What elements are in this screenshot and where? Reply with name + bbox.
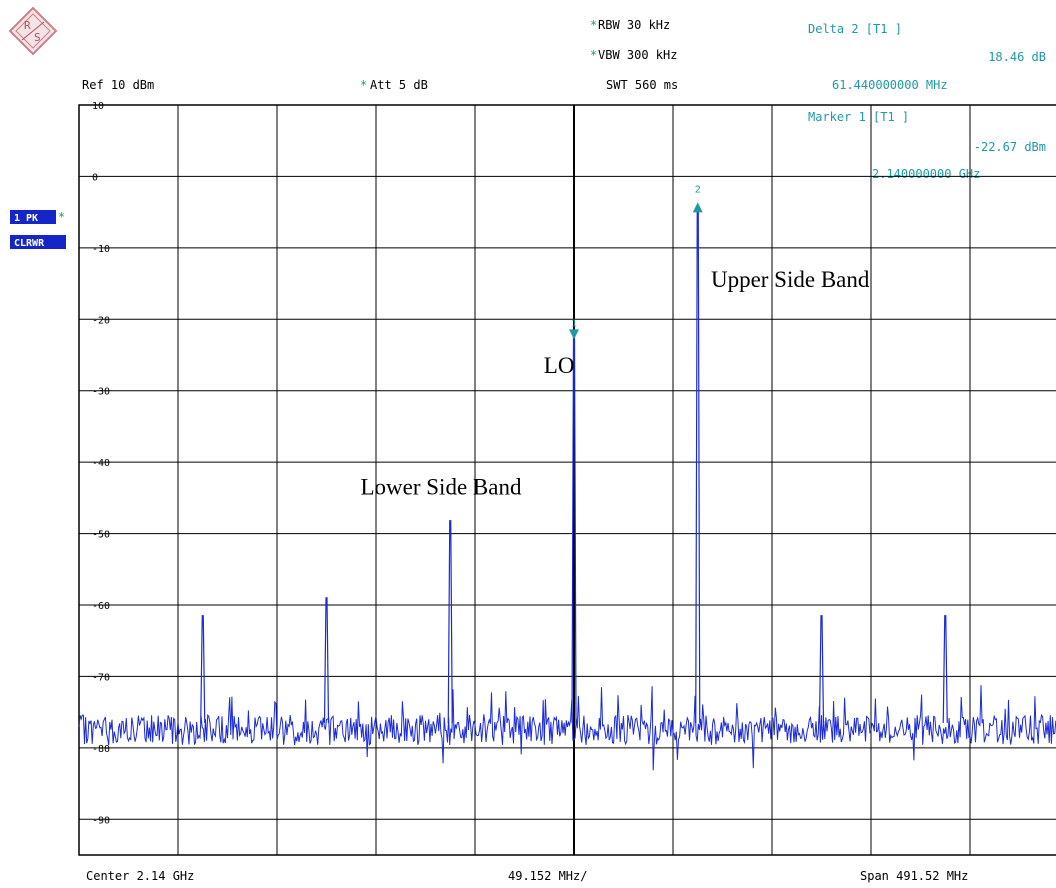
- rbw-star: *: [590, 18, 597, 32]
- annotation: Upper Side Band: [711, 267, 870, 292]
- y-tick-label: -50: [92, 530, 110, 541]
- rs-logo: R S: [8, 6, 58, 56]
- marker-1-label: 1: [571, 318, 577, 329]
- attenuation: Att 5 dB: [370, 78, 428, 92]
- delta-marker-frequency: 61.440000000 MHz: [832, 78, 948, 92]
- svg-text:S: S: [34, 31, 41, 44]
- vbw-setting: VBW 300 kHz: [598, 48, 677, 62]
- annotation: LO: [544, 353, 575, 378]
- y-tick-label: -30: [92, 387, 110, 398]
- marker-2-symbol: [692, 202, 703, 213]
- y-tick-label: -70: [92, 672, 110, 683]
- y-tick-label: 10: [92, 101, 104, 112]
- y-tick-label: -40: [92, 458, 110, 469]
- trace-badge: 1 PK * CLRWR: [10, 210, 66, 249]
- center-frequency: Center 2.14 GHz: [86, 869, 194, 883]
- trace: [78, 205, 1056, 771]
- trace-peak: [942, 615, 948, 723]
- vbw-star: *: [590, 48, 597, 62]
- marker-1-symbol: [569, 329, 579, 340]
- svg-text:1 PK: 1 PK: [14, 213, 38, 224]
- marker1-title: Marker 1 [T1 ]: [808, 110, 909, 124]
- att-star: *: [360, 78, 367, 92]
- marker-2-label: 2: [695, 184, 701, 195]
- trace-peak: [200, 615, 206, 723]
- rbw-setting: RBW 30 kHz: [598, 18, 670, 32]
- y-tick-label: -80: [92, 744, 110, 755]
- trace-noise-floor: [78, 685, 1056, 771]
- span: Span 491.52 MHz: [860, 869, 968, 883]
- grid: [79, 105, 1056, 855]
- svg-text:CLRWR: CLRWR: [14, 238, 45, 249]
- trace-badge-star: *: [58, 210, 65, 224]
- annotations: LO Upper Side Band Lower Side Band: [360, 267, 869, 499]
- y-tick-label: -90: [92, 815, 110, 826]
- markers: 12: [569, 184, 703, 340]
- delta-marker-title: Delta 2 [T1 ]: [808, 22, 902, 36]
- y-tick-label: 0: [92, 172, 98, 183]
- reference-level: Ref 10 dBm: [82, 78, 154, 92]
- trace-peak: [695, 205, 701, 723]
- trace-peak: [818, 615, 825, 723]
- y-tick-label: -60: [92, 601, 110, 612]
- svg-text:R: R: [24, 19, 31, 32]
- annotation: Lower Side Band: [360, 474, 521, 499]
- marker1-frequency: 2.140000000 GHz: [872, 167, 980, 181]
- sweep-time: SWT 560 ms: [606, 78, 678, 92]
- y-tick-labels: 10 0 -10 -20 -30 -40 -50 -60 -70 -80 -90: [92, 101, 110, 826]
- frequency-per-division: 49.152 MHz/: [508, 869, 587, 883]
- marker1-level: -22.67 dBm: [974, 140, 1046, 154]
- trace-peak: [323, 597, 330, 723]
- delta-marker-level: 18.46 dB: [988, 50, 1046, 64]
- y-tick-label: -10: [92, 244, 110, 255]
- trace-peak: [447, 520, 453, 723]
- y-tick-label: -20: [92, 315, 110, 326]
